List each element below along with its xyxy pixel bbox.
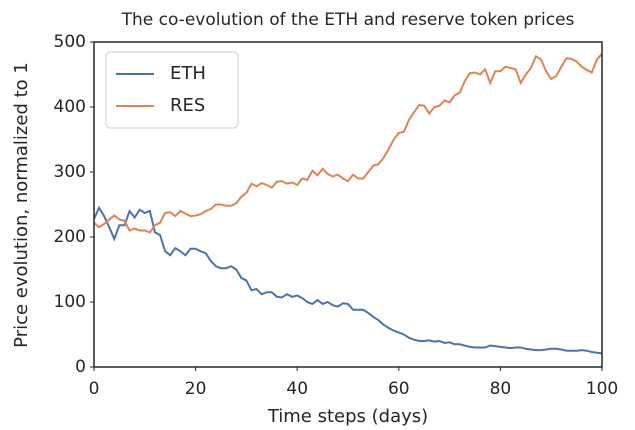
y-tick-label: 100 xyxy=(54,292,86,312)
y-tick-label: 500 xyxy=(54,32,86,52)
x-axis-label: Time steps (days) xyxy=(267,406,428,427)
legend-label: ETH xyxy=(170,63,206,84)
y-tick-label: 200 xyxy=(54,227,86,247)
x-tick-label: 20 xyxy=(185,379,207,399)
y-tick-label: 300 xyxy=(54,162,86,182)
plot-frame xyxy=(93,41,603,368)
x-tick-label: 100 xyxy=(586,379,618,399)
chart-title: The co-evolution of the ETH and reserve … xyxy=(121,10,575,30)
y-tick-label: 0 xyxy=(75,357,86,377)
line xyxy=(93,205,603,355)
y-tick-label: 400 xyxy=(54,97,86,117)
x-tick-label: 0 xyxy=(89,379,100,399)
x-tick-label: 60 xyxy=(388,379,410,399)
legend-box xyxy=(105,51,239,129)
line xyxy=(93,53,603,234)
x-tick-label: 80 xyxy=(490,379,512,399)
legend-label: RES xyxy=(170,95,205,116)
y-axis-label: Price evolution, normalized to 1 xyxy=(11,62,32,348)
x-tick-label: 40 xyxy=(286,379,308,399)
